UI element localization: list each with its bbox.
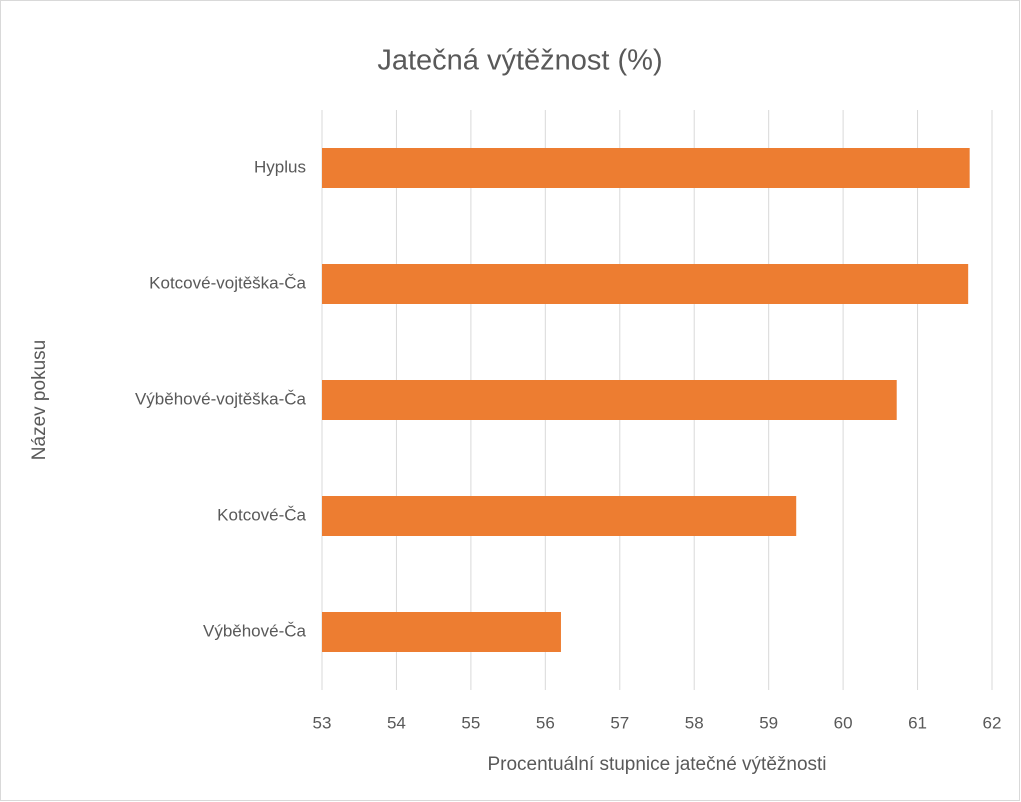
x-tick-label: 58 (685, 713, 704, 732)
x-tick-label: 60 (834, 713, 853, 732)
x-tick-label: 57 (610, 713, 629, 732)
x-tick-label: 61 (908, 713, 927, 732)
y-tick-label: Výběhové-Ča (203, 621, 307, 640)
x-axis-label: Procentuální stupnice jatečné výtěžnosti (487, 754, 826, 775)
x-tick-label: 62 (983, 713, 1002, 732)
bar (322, 148, 970, 188)
x-tick-label: 59 (759, 713, 778, 732)
y-tick-label: Hyplus (254, 157, 306, 176)
x-tick-label: 55 (461, 713, 480, 732)
chart-title: Jatečná výtěžnost (%) (377, 45, 662, 77)
bar (322, 264, 969, 304)
x-tick-label: 54 (387, 713, 406, 732)
bar (322, 496, 797, 536)
y-axis-label: Název pokusu (29, 340, 50, 460)
x-tick-label: 56 (536, 713, 555, 732)
bar (322, 612, 561, 652)
y-tick-label: Kotcové-vojtěška-Ča (149, 273, 306, 292)
y-tick-label: Výběhové-vojtěška-Ča (135, 389, 307, 408)
y-tick-label: Kotcové-Ča (217, 505, 306, 524)
x-tick-label: 53 (313, 713, 332, 732)
bar (322, 380, 897, 420)
